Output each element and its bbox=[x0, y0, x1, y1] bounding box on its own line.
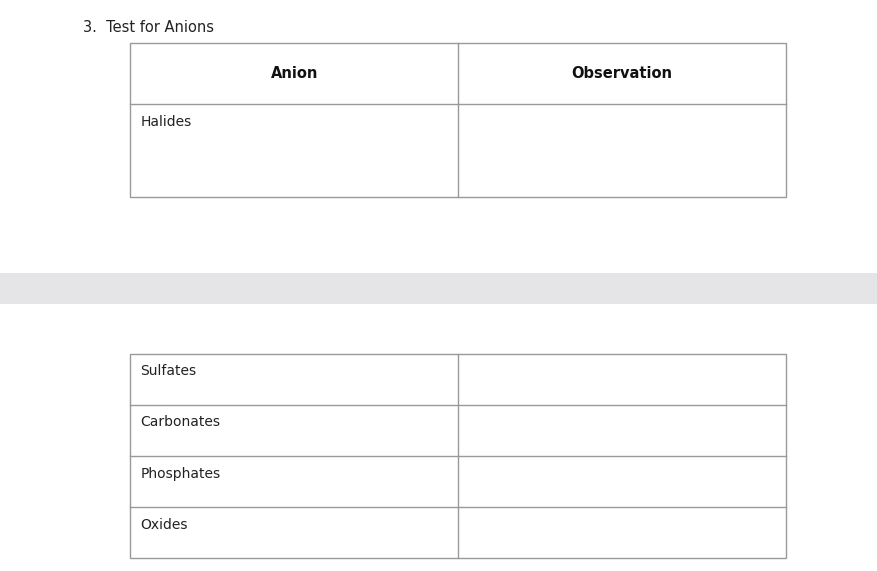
Text: Oxides: Oxides bbox=[140, 517, 188, 532]
Text: Sulfates: Sulfates bbox=[140, 364, 196, 379]
Text: Anion: Anion bbox=[270, 66, 317, 81]
Bar bbox=[130, 43, 785, 197]
Text: Observation: Observation bbox=[571, 66, 672, 81]
Text: 3.  Test for Anions: 3. Test for Anions bbox=[83, 20, 214, 35]
Text: Phosphates: Phosphates bbox=[140, 467, 220, 481]
Bar bbox=[130, 354, 785, 558]
Text: Halides: Halides bbox=[140, 115, 191, 129]
Text: Carbonates: Carbonates bbox=[140, 416, 220, 429]
Bar bbox=[0, 273, 877, 304]
